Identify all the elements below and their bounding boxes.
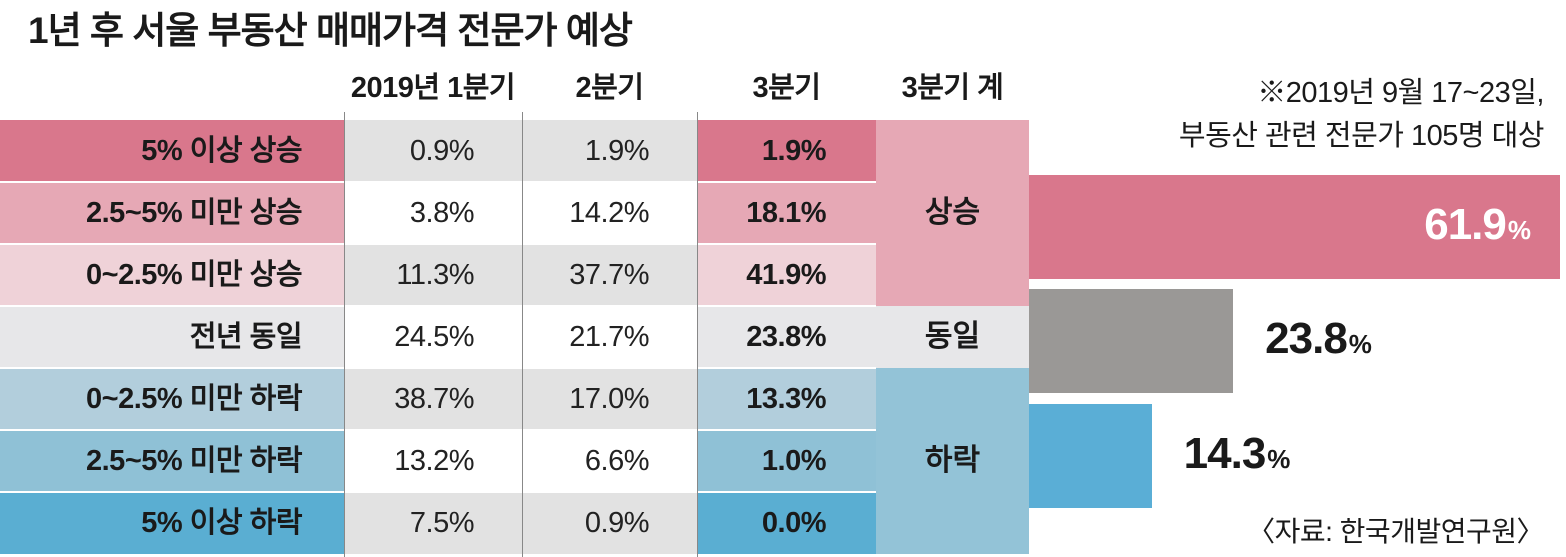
- bar-unit: %: [1267, 444, 1290, 474]
- bar-2: [1029, 404, 1152, 508]
- bar-value: 23.8: [1265, 314, 1348, 363]
- bar-value-label-0: 61.9%: [1424, 200, 1531, 250]
- q3-value: 18.1%: [697, 182, 876, 244]
- survey-note-line-1: ※2019년 9월 17~23일,: [1257, 77, 1544, 109]
- row-separator: [0, 367, 876, 369]
- row-separator: [0, 491, 876, 493]
- q1-value: 3.8%: [344, 182, 522, 244]
- row-label: 5% 이상 상승: [0, 120, 344, 182]
- survey-note-line-2: 부동산 관련 전문가 105명 대상: [1178, 120, 1545, 152]
- column-header-q2: 2분기: [575, 72, 645, 104]
- survey-note: ※2019년 9월 17~23일, 부동산 관련 전문가 105명 대상: [1178, 72, 1545, 158]
- row-label: 2.5~5% 미만 상승: [0, 182, 344, 244]
- bar-unit: %: [1507, 215, 1531, 245]
- row-separator: [0, 429, 876, 431]
- q1-value: 38.7%: [344, 368, 522, 430]
- column-divider: [697, 112, 698, 557]
- q1-value: 13.2%: [344, 430, 522, 492]
- row-label: 전년 동일: [0, 306, 344, 368]
- q2-value: 14.2%: [522, 182, 697, 244]
- row-separator: [0, 181, 876, 183]
- q3-value: 13.3%: [697, 368, 876, 430]
- q1-value: 11.3%: [344, 244, 522, 306]
- group-cell-1: 동일: [876, 306, 1029, 368]
- column-divider: [344, 112, 345, 557]
- bar-value: 14.3: [1183, 429, 1267, 478]
- column-header-q1: 2019년 1분기: [350, 72, 516, 104]
- q3-value: 0.0%: [697, 492, 876, 554]
- q3-value: 23.8%: [697, 306, 876, 368]
- column-header-q3: 3분기: [752, 72, 822, 104]
- q2-value: 0.9%: [522, 492, 697, 554]
- q2-value: 17.0%: [522, 368, 697, 430]
- bar-value: 61.9: [1424, 200, 1507, 249]
- q2-value: 6.6%: [522, 430, 697, 492]
- q1-value: 7.5%: [344, 492, 522, 554]
- q2-value: 21.7%: [522, 306, 697, 368]
- q3-value: 1.0%: [697, 430, 876, 492]
- bar-value-label-2: 14.3%: [1183, 429, 1291, 479]
- q1-value: 0.9%: [344, 120, 522, 182]
- group-cell-0: 상승: [876, 120, 1029, 306]
- source-note: 〈자료: 한국개발연구원〉: [1247, 516, 1544, 547]
- column-divider: [522, 112, 523, 557]
- q3-value: 41.9%: [697, 244, 876, 306]
- row-separator: [0, 243, 876, 245]
- row-label: 5% 이상 하락: [0, 492, 344, 554]
- row-label: 0~2.5% 미만 하락: [0, 368, 344, 430]
- q2-value: 37.7%: [522, 244, 697, 306]
- q3-value: 1.9%: [697, 120, 876, 182]
- row-label: 2.5~5% 미만 하락: [0, 430, 344, 492]
- chart-title: 1년 후 서울 부동산 매매가격 전문가 예상: [28, 10, 633, 51]
- group-cell-2: 하락: [876, 368, 1029, 554]
- column-header-q3-total: 3분기 계: [901, 72, 1004, 104]
- bar-1: [1029, 289, 1234, 393]
- bar-unit: %: [1348, 329, 1372, 359]
- bar-value-label-1: 23.8%: [1265, 314, 1372, 364]
- q1-value: 24.5%: [344, 306, 522, 368]
- row-label: 0~2.5% 미만 상승: [0, 244, 344, 306]
- bar-0: [1029, 175, 1560, 279]
- row-separator: [0, 305, 876, 307]
- q2-value: 1.9%: [522, 120, 697, 182]
